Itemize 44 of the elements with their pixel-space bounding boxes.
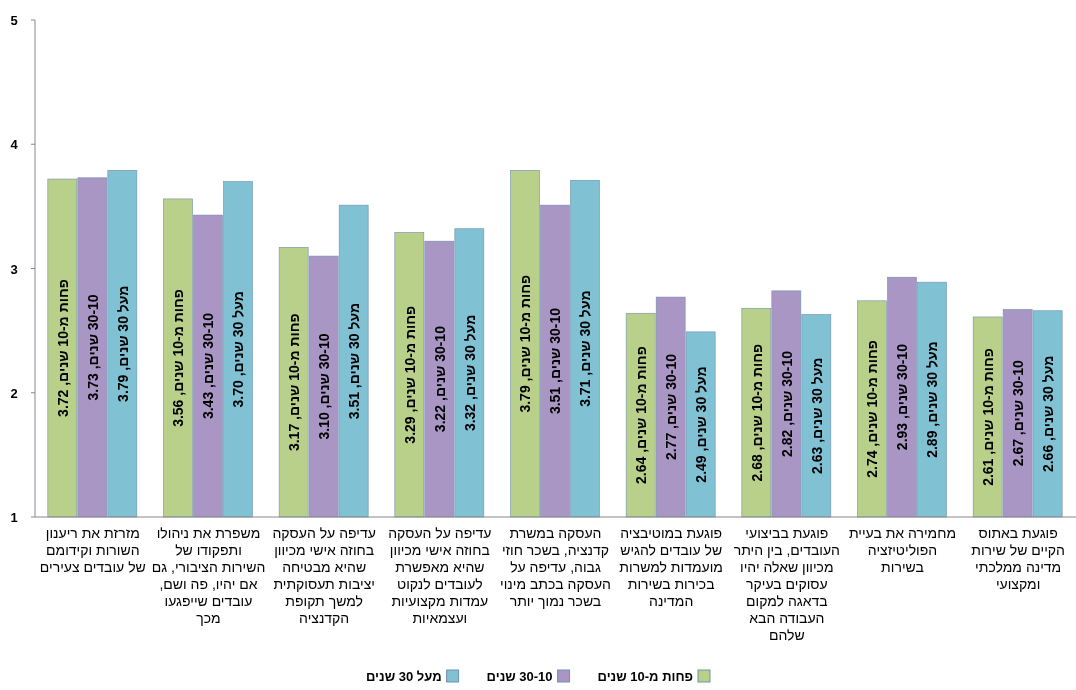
data-label: פחות מ-10 שנים, 3.29 — [401, 305, 418, 444]
x-tick-label: העסקה במשרת קדנציה, בשכר חוזי גבוה, עדיפה על העסקה בכתב מינוי בשכר נמוך יותר — [499, 525, 612, 610]
x-tick-label: מחמירה את בעיית הפוליטיזציה בשירות — [847, 525, 958, 576]
data-label: מעל 30 שנים, 2.89 — [924, 341, 941, 458]
data-label: פחות מ-10 שנים, 3.17 — [286, 313, 303, 452]
y-tick-label: 3 — [10, 261, 18, 277]
data-label: 30-10 שנים, 3.43 — [200, 312, 217, 420]
data-label: מעל 30 שנים, 3.70 — [230, 291, 247, 408]
x-tick-label: עדיפה על העסקה בחוזה אישי מכיוון שהיא מבטיחה יציבות תעסוקתית למשך תקופת הקדנציה — [271, 525, 377, 627]
data-label: 30-10 שנים, 3.51 — [547, 307, 564, 415]
data-label: 30-10 שנים, 2.93 — [894, 343, 911, 451]
y-tick-label: 1 — [10, 510, 18, 525]
data-label: פחות מ-10 שנים, 3.72 — [54, 279, 71, 417]
data-label: פחות מ-10 שנים, 3.56 — [170, 289, 187, 427]
data-label: מעל 30 שנים, 2.66 — [1040, 355, 1057, 473]
x-tick-label: פוגעת באתוס הקיים של שירות מדינה ממלכתי ומקצועי — [970, 525, 1066, 593]
data-label: 30-10 שנים, 2.67 — [1010, 360, 1027, 467]
legend-label: פחות מ-10 שנים — [597, 669, 693, 684]
data-label: פחות מ-10 שנים, 2.74 — [864, 340, 881, 478]
y-tick-label: 4 — [10, 137, 19, 153]
data-label: פחות מ-10 שנים, 2.64 — [633, 346, 650, 484]
x-tick-label: מזרזת את ריענון השורות וקידומם של עובדים צעירים — [38, 525, 147, 576]
data-label: פחות מ-10 שנים, 3.79 — [517, 274, 534, 413]
data-label: מעל 30 שנים, 2.49 — [693, 366, 710, 483]
data-label: מעל 30 שנים, 3.71 — [577, 290, 594, 407]
data-label: מעל 30 שנים, 2.63 — [808, 357, 825, 474]
data-label: פחות מ-10 שנים, 2.68 — [748, 343, 765, 482]
data-label: 30-10 שנים, 2.82 — [778, 350, 795, 457]
x-tick-label: משפרת את ניהולו ותפקודו של השירות הציבורי, גם אם יהיו, פה ושם, עובדים שייפגעו מכך — [151, 525, 266, 627]
legend-label: 30-10 שנים — [486, 669, 553, 684]
x-tick-label: עדיפה על העסקה בחוזה אישי מכיוון שהיא מאפשרת לעובדים לנקוט עמדות מקצועיות ועצמאיות — [387, 525, 493, 627]
data-label: 30-10 שנים, 2.77 — [663, 353, 680, 461]
data-label: 30-10 שנים, 3.22 — [431, 325, 448, 433]
data-label: מעל 30 שנים, 3.51 — [346, 302, 363, 420]
legend-label: מעל 30 שנים — [366, 669, 442, 684]
y-tick-label: 5 — [10, 13, 18, 28]
x-tick-label: פוגעת במוטיבציה של עובדים להגיש מועמדות למשרות בכירות בשירות המדינה — [618, 525, 724, 610]
data-label: מעל 30 שנים, 3.79 — [114, 285, 131, 402]
data-label: מעל 30 שנים, 3.32 — [461, 314, 478, 432]
y-tick-label: 2 — [10, 385, 18, 401]
data-label: 30-10 שנים, 3.10 — [316, 333, 333, 440]
data-label: פחות מ-10 שנים, 2.61 — [980, 348, 997, 486]
x-tick-label: פוגעת בביצועי העובדים, בין היתר מכיוון שאלה יהיו עסוקים בעיקר בדאגה למקום העבודה הבא שלהם — [732, 525, 841, 644]
data-label: 30-10 שנים, 3.73 — [84, 294, 101, 401]
